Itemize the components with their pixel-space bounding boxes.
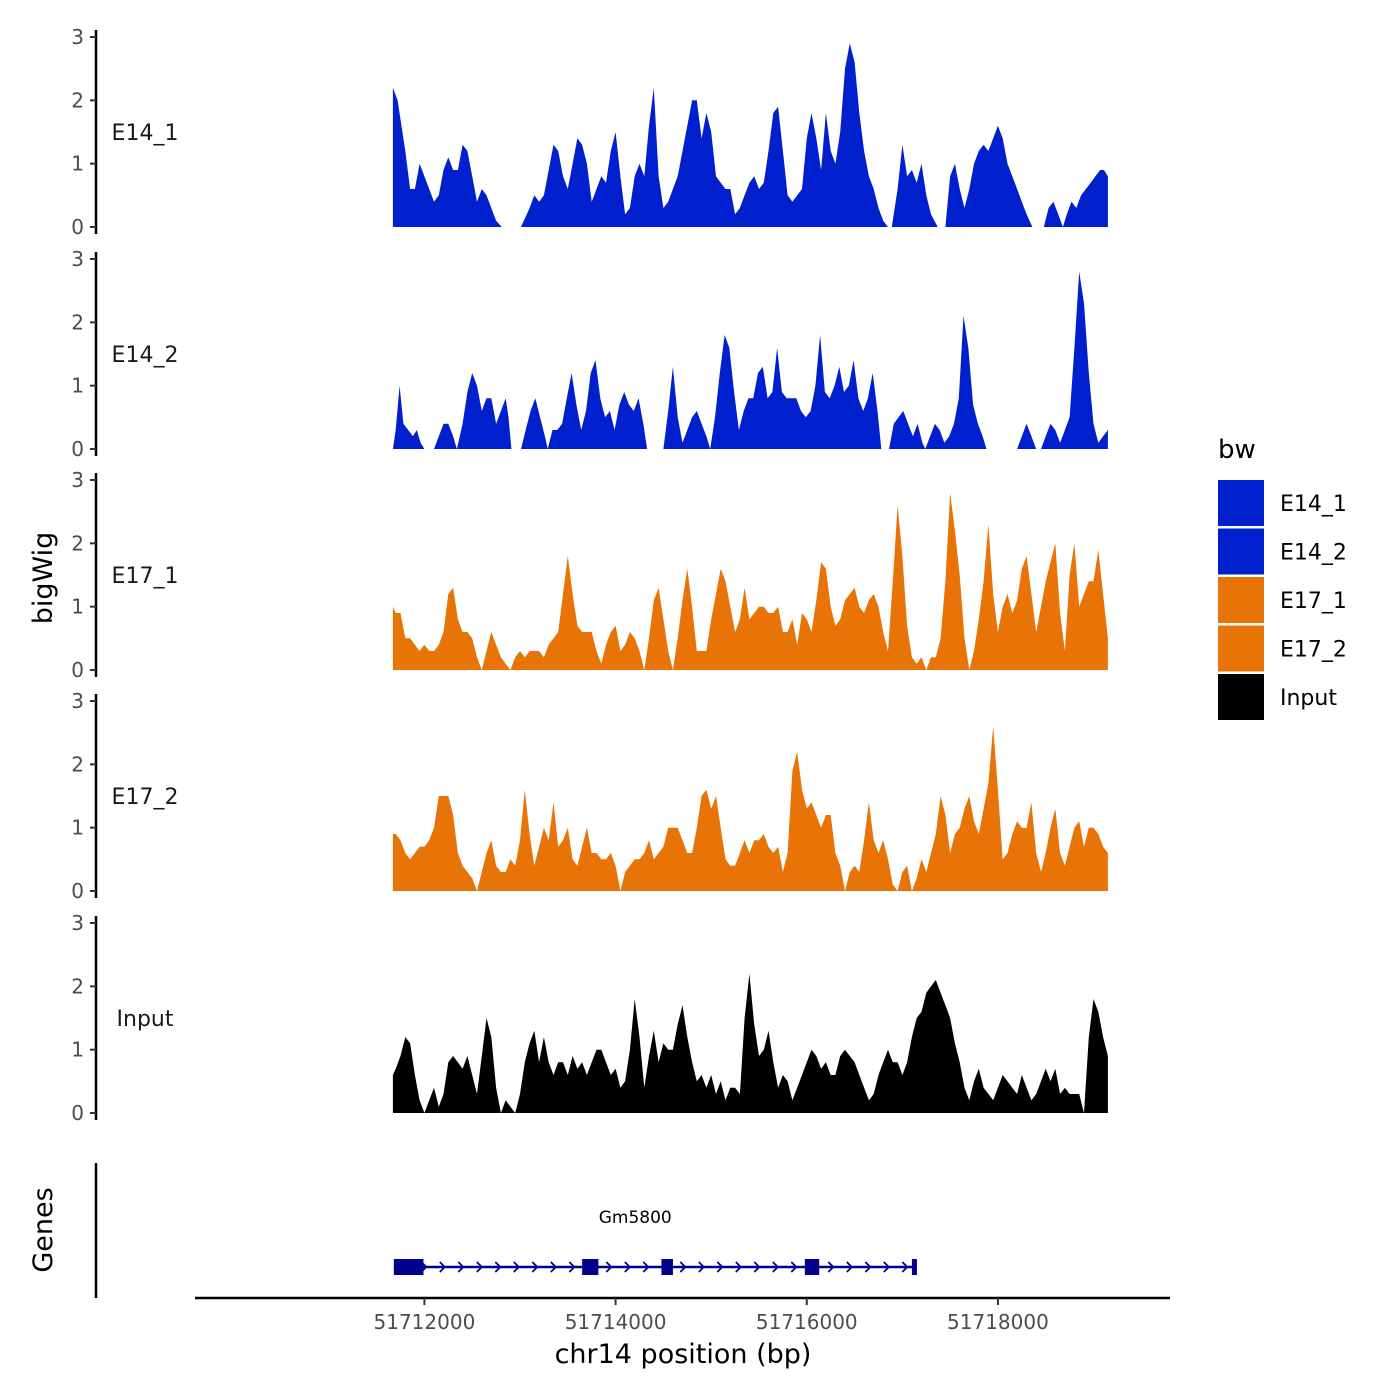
strand-arrow: [439, 1261, 447, 1273]
strand-arrow: [476, 1261, 484, 1273]
y-tick-label: 0: [71, 215, 84, 239]
strand-arrow: [550, 1261, 558, 1273]
legend-entries: E14_1 E14_2 E17_1 E17_2 Input: [1218, 480, 1347, 720]
strand-arrow: [513, 1261, 521, 1273]
track-label: Input: [117, 1007, 174, 1032]
strand-arrow: [827, 1261, 835, 1273]
x-tick-label: 51716000: [756, 1310, 858, 1334]
y-tick-label: 2: [71, 752, 84, 776]
x-tick-label: 51714000: [565, 1310, 667, 1334]
legend-swatch: [1218, 674, 1264, 720]
gene-name-label: Gm5800: [599, 1208, 672, 1228]
legend-label: Input: [1280, 686, 1337, 711]
strand-arrow: [716, 1261, 724, 1273]
strand-arrow: [624, 1261, 632, 1273]
legend-entry: Input: [1218, 674, 1337, 720]
legend-entry: E14_1: [1218, 480, 1347, 526]
legend-swatch: [1218, 625, 1264, 672]
y-tick-label: 3: [71, 25, 84, 49]
coverage-area-e14-1: [392, 43, 1108, 227]
coverage-area-e17-1: [392, 492, 1108, 670]
y-tick-label: 1: [71, 816, 84, 840]
legend-swatch: [1218, 480, 1264, 526]
coverage-area-e17-2: [392, 726, 1108, 891]
y-tick-label: 1: [71, 152, 84, 176]
gene-exon: [911, 1259, 917, 1275]
strand-arrow: [679, 1261, 687, 1273]
track-e14-2: 0 1 2 3 E14_2: [71, 247, 1108, 461]
y-tick-label: 3: [71, 247, 84, 271]
track-e17-1: 0 1 2 3 E17_1: [71, 468, 1108, 682]
strand-arrow: [642, 1261, 650, 1273]
legend-entry: E14_2: [1218, 528, 1347, 575]
gene-exon: [804, 1259, 820, 1275]
gene-models: Gm5800: [393, 1208, 917, 1275]
track-label: E14_1: [112, 121, 179, 146]
y-tick-label: 1: [71, 1038, 84, 1062]
x-tick-label: 51718000: [947, 1310, 1049, 1334]
gene-exon: [393, 1259, 424, 1275]
strand-arrow: [698, 1261, 706, 1273]
y-tick-label: 1: [71, 374, 84, 398]
x-tick-label: 51712000: [374, 1310, 476, 1334]
coverage-tracks: 0 1 2 3 E14_1 0 1 2 3 E14_2 0 1 2 3 E17_1 0 1 2 3 E17_2 0 1 2 3…: [71, 25, 1108, 1125]
y-tick-label: 2: [71, 88, 84, 112]
x-axis-title: chr14 position (bp): [555, 1339, 812, 1370]
legend-label: E14_1: [1280, 492, 1347, 517]
y-tick-label: 0: [71, 437, 84, 461]
y-axis-title: bigWig: [28, 532, 59, 625]
gene-gm5800: Gm5800: [393, 1208, 917, 1275]
legend-entry: E17_1: [1218, 577, 1347, 623]
y-tick-label: 3: [71, 911, 84, 935]
y-tick-label: 2: [71, 531, 84, 555]
strand-arrow: [735, 1261, 743, 1273]
gene-exon: [661, 1259, 673, 1275]
gene-panel: Genes Gm5800: [28, 1163, 917, 1298]
legend-label: E14_2: [1280, 541, 1347, 566]
y-tick-label: 3: [71, 689, 84, 713]
strand-arrow: [494, 1261, 502, 1273]
strand-arrow: [772, 1261, 780, 1273]
y-tick-label: 0: [71, 1101, 84, 1125]
strand-arrow: [790, 1261, 798, 1273]
genes-axis-title: Genes: [28, 1187, 59, 1272]
y-tick-label: 3: [71, 468, 84, 492]
strand-arrow: [531, 1261, 539, 1273]
gene-exon: [582, 1259, 599, 1275]
strand-arrow: [457, 1261, 465, 1273]
strand-arrow: [883, 1261, 891, 1273]
y-tick-label: 1: [71, 595, 84, 619]
y-tick-label: 2: [71, 310, 84, 334]
x-axis-ticks: 51712000 51714000 51716000 51718000: [374, 1298, 1049, 1334]
strand-arrow: [568, 1261, 576, 1273]
coverage-area-input: [392, 973, 1108, 1113]
track-e14-1: 0 1 2 3 E14_1: [71, 25, 1108, 239]
track-label: E17_2: [112, 785, 179, 810]
legend-label: E17_1: [1280, 589, 1347, 614]
legend-swatch: [1218, 528, 1264, 575]
strand-arrow: [864, 1261, 872, 1273]
y-tick-label: 0: [71, 658, 84, 682]
strand-arrow: [846, 1261, 854, 1273]
y-tick-label: 2: [71, 974, 84, 998]
strand-arrow: [901, 1261, 909, 1273]
legend-title: bw: [1218, 435, 1256, 465]
y-tick-label: 0: [71, 879, 84, 903]
legend-entry: E17_2: [1218, 625, 1347, 672]
track-label: E14_2: [112, 343, 179, 368]
track-input: 0 1 2 3 Input: [71, 911, 1108, 1125]
coverage-area-e14-2: [392, 271, 1108, 449]
legend-swatch: [1218, 577, 1264, 623]
legend: bw E14_1 E14_2 E17_1 E17_2 Input: [1218, 435, 1347, 720]
track-e17-2: 0 1 2 3 E17_2: [71, 689, 1108, 903]
strand-arrow: [605, 1261, 613, 1273]
x-axis: 51712000 51714000 51716000 51718000 chr14 p…: [195, 1296, 1170, 1370]
strand-arrow: [753, 1261, 761, 1273]
track-label: E17_1: [112, 564, 179, 589]
legend-label: E17_2: [1280, 638, 1347, 663]
